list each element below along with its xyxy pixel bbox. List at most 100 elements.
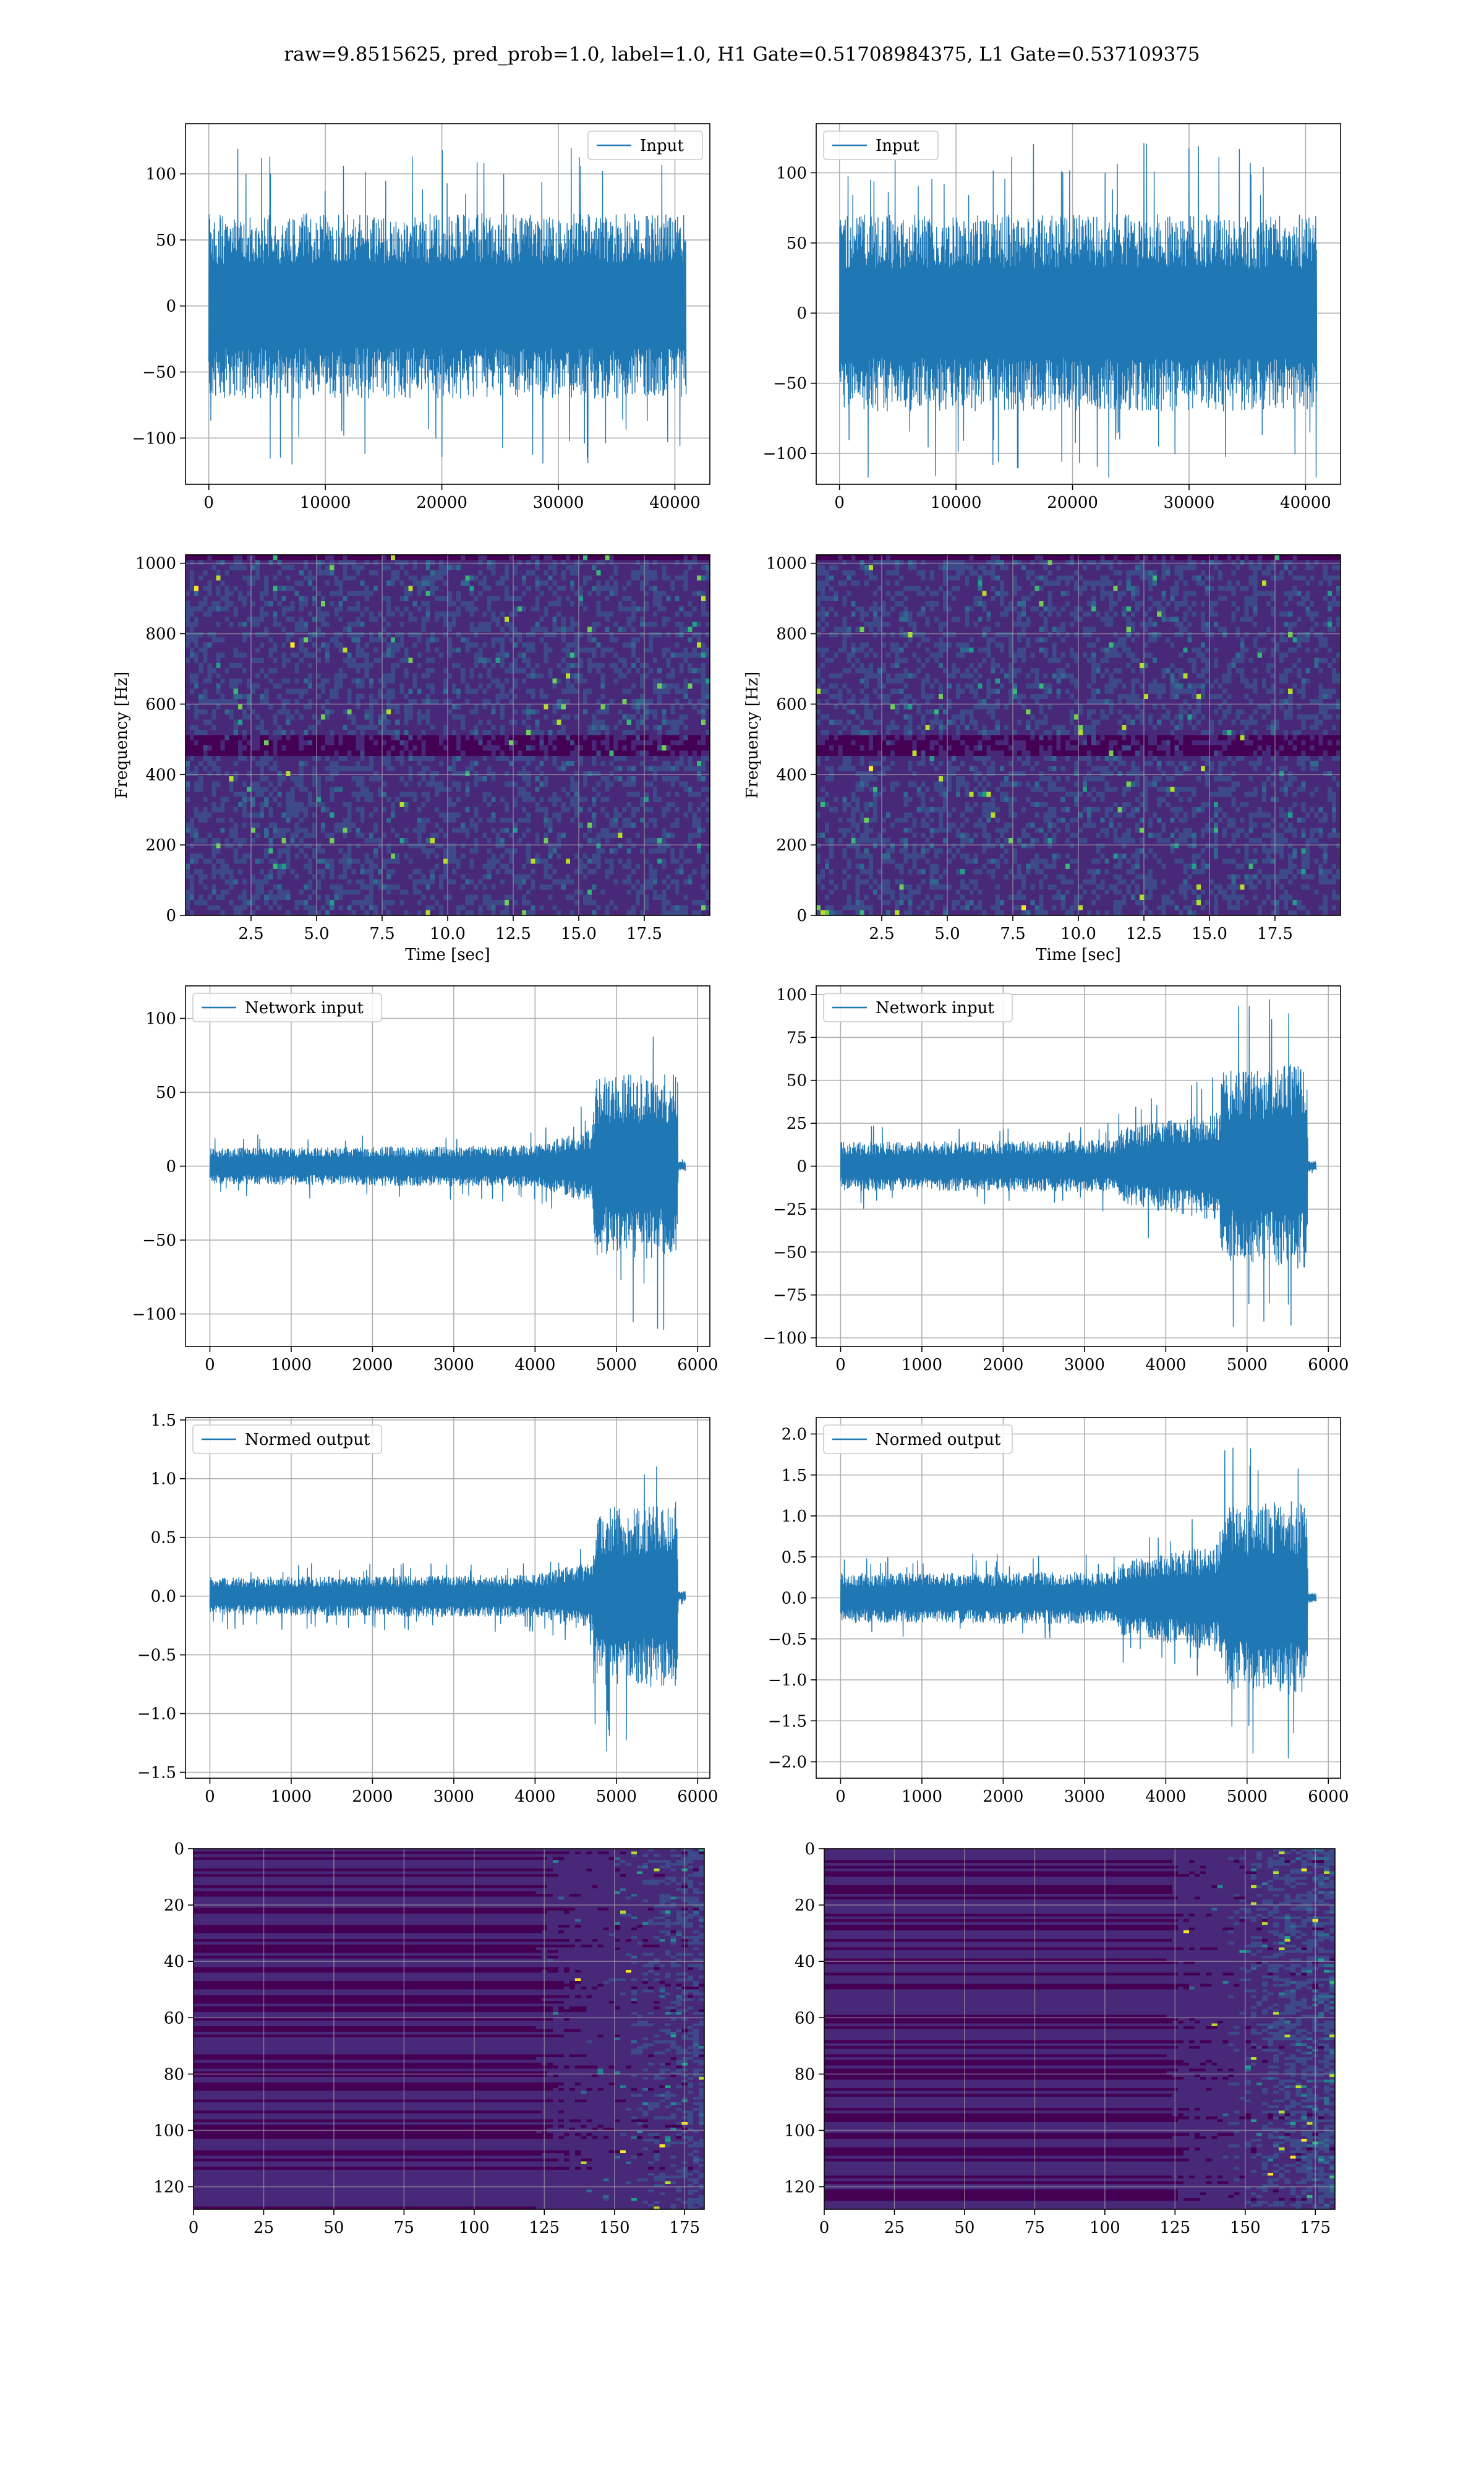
heatmap-cell — [268, 694, 273, 700]
heatmap-cell — [330, 601, 335, 607]
heatmap-cell — [688, 617, 693, 622]
heatmap-cell — [408, 586, 413, 591]
heatmap-cell — [636, 720, 641, 726]
heatmap-cell — [605, 575, 610, 581]
heatmap-cell — [675, 704, 680, 710]
heatmap-cell — [675, 648, 680, 653]
heatmap-cell — [566, 575, 571, 581]
heatmap-cell — [203, 720, 208, 726]
heatmap-cell — [426, 565, 431, 571]
heatmap-cell — [229, 570, 234, 576]
heatmap-cell — [662, 674, 667, 679]
heatmap-cell — [649, 653, 654, 658]
heatmap-cell — [657, 683, 662, 689]
heatmap-cell — [399, 627, 404, 633]
heatmap-cell — [618, 570, 623, 576]
heatmap-cell — [282, 648, 287, 653]
heatmap-cell — [636, 632, 641, 638]
heatmap-cell — [352, 601, 357, 607]
heatmap-cell — [636, 668, 641, 674]
heatmap-cell — [518, 632, 522, 638]
heatmap-cell — [251, 560, 256, 565]
heatmap-cell — [522, 678, 527, 684]
heatmap-cell — [321, 704, 326, 710]
x-tick-label: 10000 — [931, 494, 982, 512]
heatmap-cell — [417, 637, 422, 643]
legend: Input — [588, 131, 702, 160]
heatmap-cell — [439, 663, 444, 669]
heatmap-cell — [579, 648, 584, 653]
heatmap-cell — [583, 575, 588, 581]
heatmap-cell — [404, 612, 409, 617]
heatmap-cell — [369, 709, 374, 715]
heatmap-cell — [469, 622, 474, 627]
heatmap-cell — [430, 612, 435, 617]
heatmap-cell — [207, 678, 212, 684]
heatmap-cell — [321, 581, 326, 586]
heatmap-cell — [304, 601, 309, 607]
heatmap-cell — [500, 622, 505, 627]
heatmap-cell — [500, 709, 505, 715]
heatmap-cell — [557, 714, 562, 720]
heatmap-cell — [198, 637, 203, 643]
heatmap-cell — [404, 704, 409, 710]
heatmap-cell — [605, 668, 610, 674]
heatmap-cell — [684, 663, 689, 669]
heatmap-cell — [535, 648, 540, 653]
heatmap-cell — [264, 637, 269, 643]
heatmap-cell — [553, 689, 558, 695]
heatmap-cell — [343, 612, 348, 617]
heatmap-cell — [334, 627, 339, 633]
heatmap-cell — [207, 653, 212, 658]
heatmap-cell — [592, 663, 597, 669]
heatmap-cell — [526, 555, 531, 560]
heatmap-cell — [469, 653, 474, 658]
heatmap-cell — [352, 653, 357, 658]
heatmap-cell — [295, 575, 300, 581]
heatmap-cell — [461, 678, 466, 684]
heatmap-cell — [631, 586, 636, 591]
heatmap-cell — [234, 648, 239, 653]
heatmap-cell — [229, 663, 234, 669]
heatmap-cell — [225, 674, 230, 679]
heatmap-cell — [242, 560, 247, 565]
heatmap-cell — [557, 555, 562, 560]
heatmap-cell — [325, 555, 330, 560]
heatmap-cell — [221, 617, 226, 622]
heatmap-cell — [627, 627, 632, 633]
heatmap-cell — [439, 674, 444, 679]
heatmap-cell — [221, 714, 226, 720]
heatmap-cell — [670, 591, 675, 596]
heatmap-cell — [238, 658, 243, 664]
heatmap-cell — [282, 555, 287, 560]
heatmap-cell — [238, 560, 243, 565]
heatmap-cell — [264, 581, 269, 586]
heatmap-cell — [670, 565, 675, 571]
heatmap-cell — [500, 643, 505, 648]
heatmap-cell — [234, 555, 239, 560]
heatmap-cell — [684, 570, 689, 576]
heatmap-cell — [277, 648, 282, 653]
heatmap-cell — [207, 601, 212, 607]
heatmap-cell — [391, 601, 396, 607]
heatmap-cell — [321, 575, 326, 581]
heatmap-cell — [229, 601, 234, 607]
heatmap-cell — [291, 617, 296, 622]
heatmap-cell — [456, 709, 461, 715]
heatmap-cell — [614, 653, 619, 658]
heatmap-cell — [587, 674, 592, 679]
heatmap-cell — [623, 674, 628, 679]
heatmap-cell — [273, 648, 278, 653]
heatmap-cell — [430, 606, 435, 612]
heatmap-cell — [623, 720, 628, 726]
heatmap-cell — [496, 694, 501, 700]
heatmap-cell — [513, 653, 518, 658]
heatmap-cell — [338, 653, 343, 658]
heatmap-cell — [404, 668, 409, 674]
heatmap-cell — [500, 575, 505, 581]
heatmap-cell — [225, 627, 230, 633]
heatmap-cell — [282, 637, 287, 643]
heatmap-cell — [382, 704, 387, 710]
heatmap-cell — [286, 683, 291, 689]
heatmap-cell — [561, 704, 566, 710]
